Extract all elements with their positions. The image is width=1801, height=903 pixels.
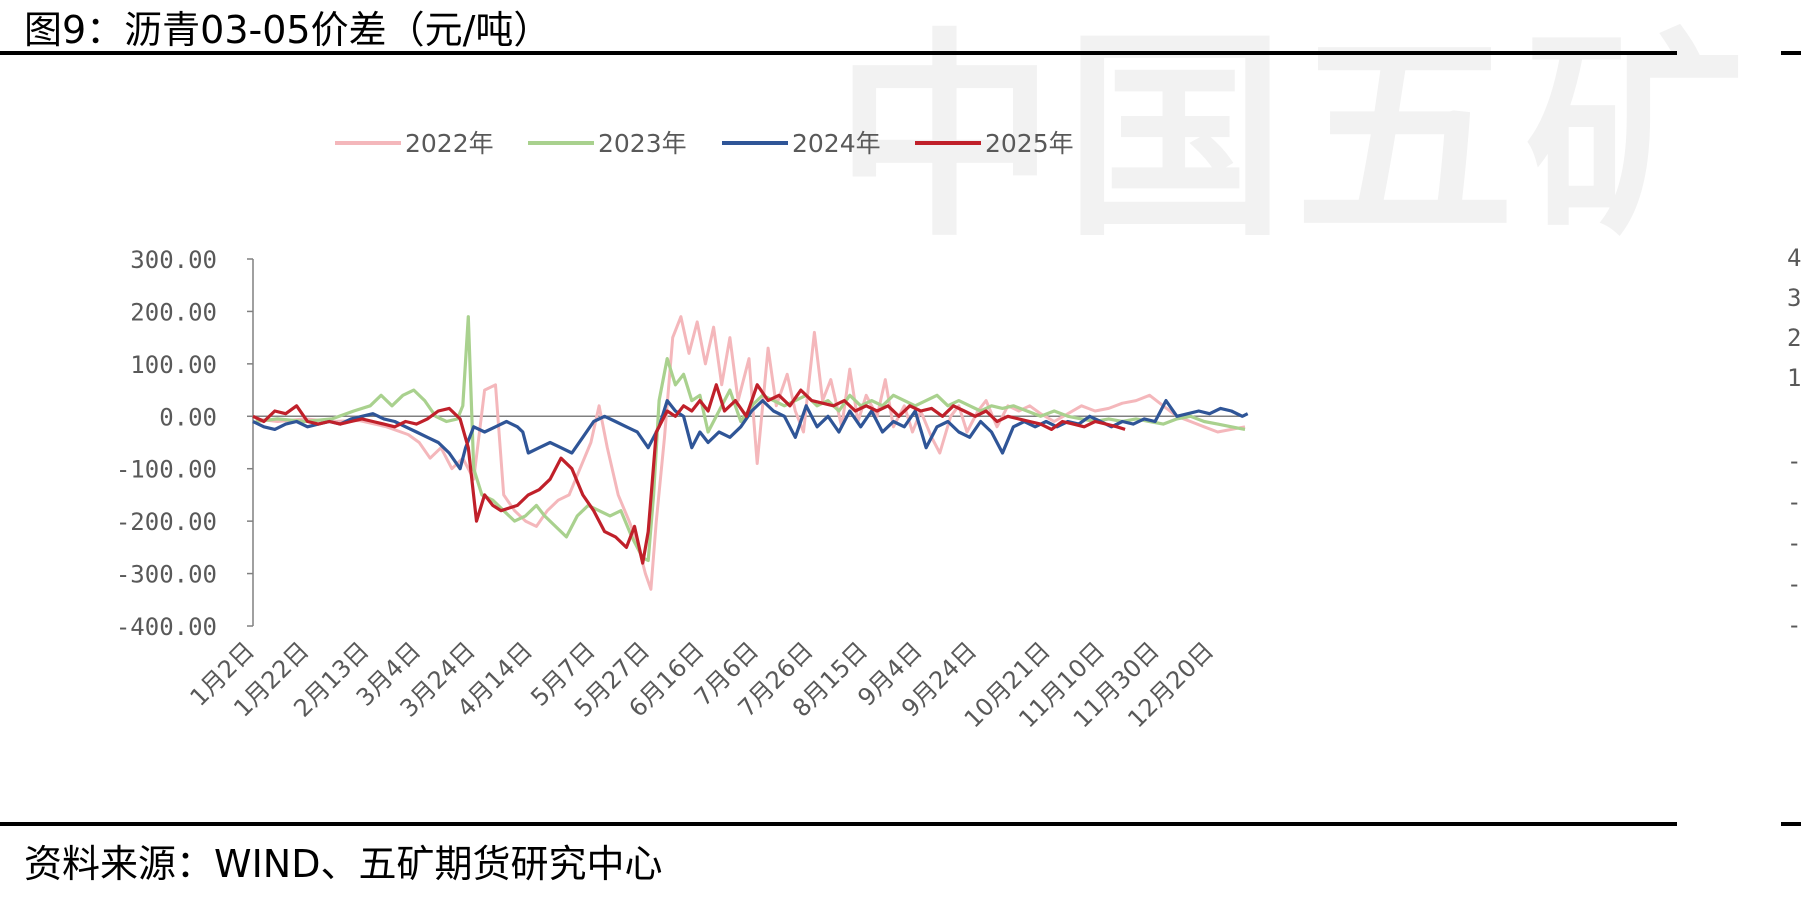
y-tick-label: -300.00 — [116, 561, 217, 589]
y-tick-label: -100.00 — [116, 456, 217, 484]
y-tick-label: -200.00 — [116, 508, 217, 536]
edge-tick-fragment: 2 — [1787, 324, 1801, 352]
edge-tick-fragment: -1 — [1787, 447, 1801, 475]
edge-tick-fragment: -2 — [1787, 488, 1801, 516]
figure-title: 图9：沥青03-05价差（元/吨） — [24, 8, 552, 52]
edge-tick-fragment: 3 — [1787, 284, 1801, 312]
top-rule-right-fragment — [1781, 51, 1801, 55]
legend: 2022年 2023年 2024年 2025年 — [335, 129, 1074, 158]
source-note: 资料来源：WIND、五矿期货研究中心 — [24, 842, 663, 886]
bottom-rule-right-fragment — [1781, 822, 1801, 826]
series-line-2022年 — [255, 315, 1246, 591]
edge-tick-fragment: -3 — [1787, 529, 1801, 557]
series-line-2025年 — [252, 383, 1126, 565]
y-tick-label: 0.00 — [159, 403, 217, 431]
edge-tick-fragment: 1 — [1787, 364, 1801, 392]
legend-label: 2022年 — [405, 129, 494, 158]
edge-tick-fragment: 4 — [1787, 244, 1801, 272]
legend-label: 2024年 — [792, 129, 881, 158]
top-rule — [0, 51, 1677, 55]
bottom-rule — [0, 822, 1677, 826]
legend-label: 2025年 — [985, 129, 1074, 158]
y-tick-label: 300.00 — [130, 246, 217, 274]
y-tick-label: 100.00 — [130, 351, 217, 379]
series-line-2023年 — [255, 315, 1246, 563]
legend-label: 2023年 — [598, 129, 687, 158]
series-group — [252, 315, 1249, 591]
y-tick-label: 200.00 — [130, 298, 217, 326]
y-tick-label: -400.00 — [116, 613, 217, 641]
edge-tick-fragment: -4 — [1787, 570, 1801, 598]
edge-tick-fragment: -5 — [1787, 611, 1801, 639]
